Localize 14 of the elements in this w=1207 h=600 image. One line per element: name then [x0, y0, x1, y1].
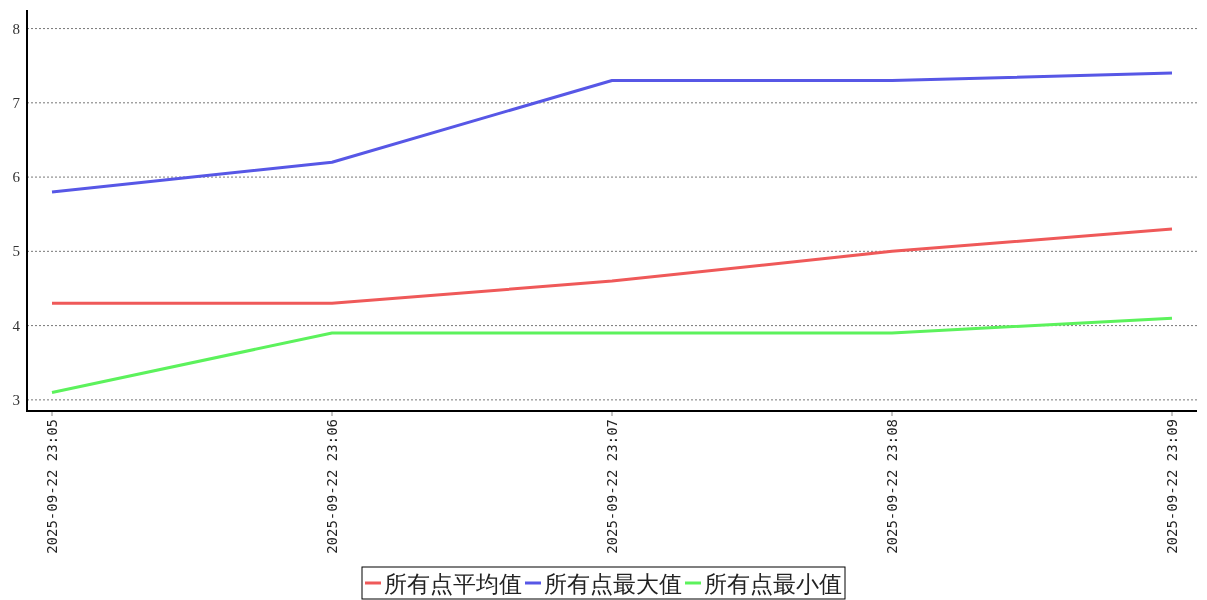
- legend-label: 所有点最大值: [544, 571, 682, 597]
- y-tick-label: 7: [12, 94, 21, 111]
- y-tick-label: 8: [12, 20, 20, 37]
- x-tick-label: 2025-09-22 23:07: [604, 419, 620, 554]
- x-tick-label: 2025-09-22 23:06: [324, 419, 340, 554]
- y-tick-label: 3: [12, 391, 20, 408]
- y-tick-label: 5: [12, 243, 20, 260]
- x-tick-label: 2025-09-22 23:05: [44, 419, 60, 554]
- y-tick-label: 6: [12, 169, 21, 186]
- legend-label: 所有点平均值: [384, 571, 522, 597]
- y-tick-label: 4: [12, 317, 21, 334]
- x-tick-label: 2025-09-22 23:08: [884, 419, 900, 554]
- x-tick-label: 2025-09-22 23:09: [1164, 419, 1180, 554]
- legend-label: 所有点最小值: [704, 571, 842, 597]
